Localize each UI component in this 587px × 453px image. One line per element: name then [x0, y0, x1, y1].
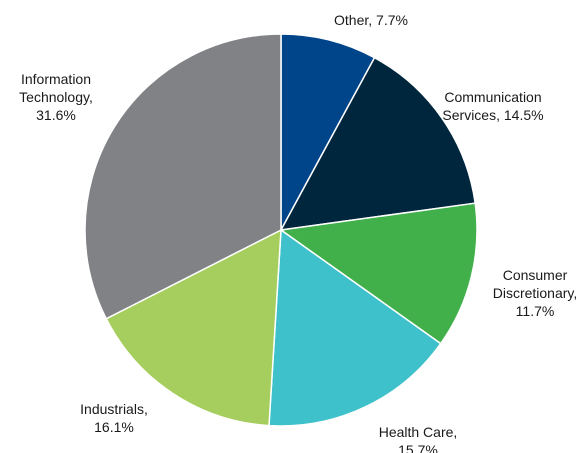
- pie-slice-label: Consumer Discretionary, 11.7%: [493, 267, 578, 319]
- pie-slice-label-line: Health Care,: [379, 424, 458, 440]
- pie-slice-label-line: Discretionary,: [493, 285, 578, 301]
- pie-slice: [84, 33, 282, 320]
- pie-slice-label-line: Communication: [444, 89, 541, 105]
- pie-slice-label-line: 15.7%: [398, 442, 438, 453]
- pie-slice-label-line: 31.6%: [36, 107, 76, 123]
- pie-slice-label-line: Industrials,: [80, 401, 148, 417]
- pie-slice-label: Health Care, 15.7%: [379, 424, 458, 453]
- pie-slice-label-line: Consumer: [503, 267, 568, 283]
- pie-slice-label: Communication Services, 14.5%: [442, 89, 543, 123]
- pie-slice-label: Industrials, 16.1%: [80, 401, 148, 435]
- pie-slice: [280, 33, 376, 231]
- pie-slice-label: Other, 7.7%: [334, 12, 408, 28]
- pie-slices: [84, 33, 478, 427]
- pie-slice: [279, 202, 478, 345]
- pie-slice: [279, 56, 477, 231]
- pie-slice-label-line: 11.7%: [516, 303, 555, 319]
- pie-slice-label-line: Technology,: [19, 89, 93, 105]
- pie-slice: [105, 228, 282, 427]
- pie-slice-label-line: Other, 7.7%: [334, 12, 408, 28]
- pie-labels: Other, 7.7%Communication Services, 14.5%C…: [19, 12, 577, 453]
- pie-slice: [268, 228, 442, 427]
- pie-slice-label: Information Technology, 31.6%: [19, 71, 93, 123]
- pie-slice-label-line: 16.1%: [94, 419, 134, 435]
- pie-slice-label-line: Services, 14.5%: [442, 107, 543, 123]
- pie-slice-label-line: Information: [21, 71, 91, 87]
